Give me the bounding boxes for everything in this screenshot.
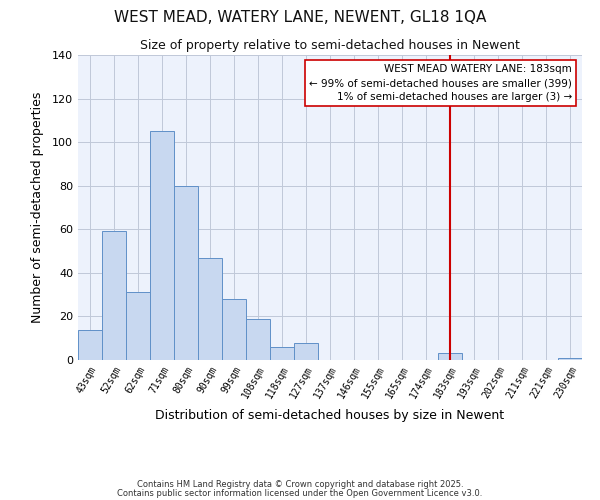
- Y-axis label: Number of semi-detached properties: Number of semi-detached properties: [31, 92, 44, 323]
- Bar: [270, 347, 294, 360]
- Text: Contains HM Land Registry data © Crown copyright and database right 2025.: Contains HM Land Registry data © Crown c…: [137, 480, 463, 489]
- Bar: [126, 292, 150, 360]
- Bar: [78, 330, 102, 360]
- Text: WEST MEAD, WATERY LANE, NEWENT, GL18 1QA: WEST MEAD, WATERY LANE, NEWENT, GL18 1QA: [114, 10, 486, 25]
- Bar: [198, 258, 222, 360]
- Bar: [174, 186, 198, 360]
- Bar: [438, 354, 462, 360]
- Bar: [246, 318, 270, 360]
- Bar: [558, 358, 582, 360]
- Title: Size of property relative to semi-detached houses in Newent: Size of property relative to semi-detach…: [140, 40, 520, 52]
- Bar: [150, 131, 174, 360]
- X-axis label: Distribution of semi-detached houses by size in Newent: Distribution of semi-detached houses by …: [155, 408, 505, 422]
- Bar: [102, 232, 126, 360]
- Text: Contains public sector information licensed under the Open Government Licence v3: Contains public sector information licen…: [118, 489, 482, 498]
- Bar: [294, 342, 318, 360]
- Text: WEST MEAD WATERY LANE: 183sqm
← 99% of semi-detached houses are smaller (399)
1%: WEST MEAD WATERY LANE: 183sqm ← 99% of s…: [309, 64, 572, 102]
- Bar: [222, 299, 246, 360]
